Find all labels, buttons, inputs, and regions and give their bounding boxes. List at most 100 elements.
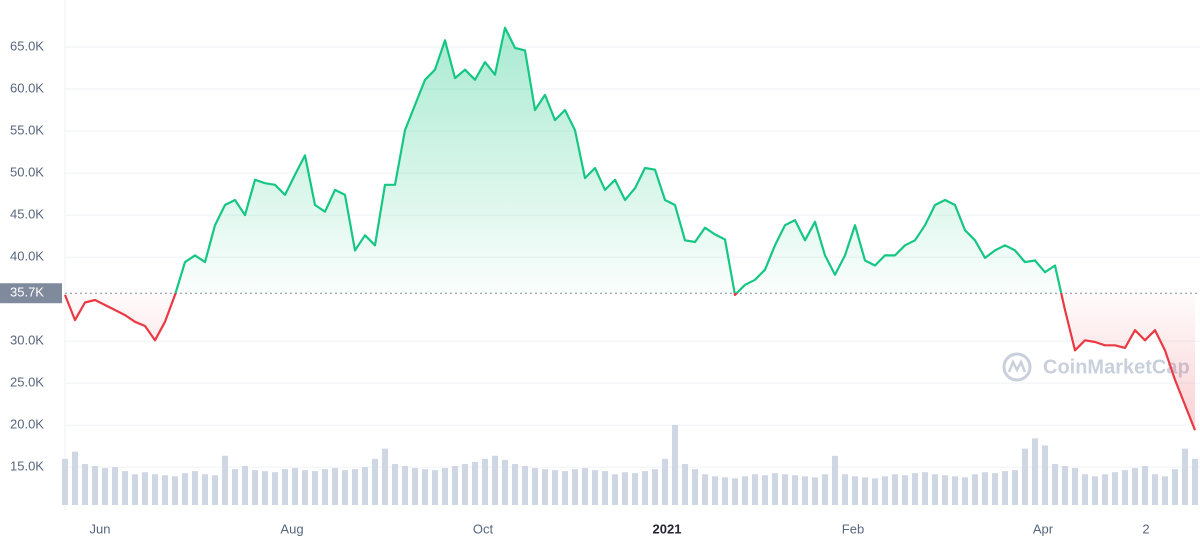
volume-bar: [782, 474, 788, 505]
volume-bar: [1052, 463, 1058, 505]
volume-bar: [432, 470, 438, 505]
volume-bar: [472, 461, 478, 505]
volume-bar: [62, 458, 68, 505]
volume-bar: [122, 471, 128, 505]
volume-bar: [442, 468, 448, 505]
volume-bar: [492, 455, 498, 505]
volume-bar: [712, 476, 718, 505]
watermark-logo: [1002, 352, 1032, 382]
volume-bar: [242, 466, 248, 505]
volume-bar: [332, 468, 338, 505]
volume-bar: [1062, 466, 1068, 505]
volume-bar: [1112, 472, 1118, 505]
watermark-text: CoinMarketCap: [1043, 356, 1190, 378]
x-tick-label: Aug: [280, 521, 303, 536]
volume-bar: [952, 476, 958, 505]
volume-bar: [282, 469, 288, 505]
volume-bar: [312, 471, 318, 505]
x-tick-label: 2: [1142, 521, 1149, 536]
volume-bar: [142, 472, 148, 505]
volume-bar: [1022, 448, 1028, 505]
volume-bar: [702, 474, 708, 505]
volume-bar: [102, 468, 108, 505]
watermark-logo-mark: [1007, 358, 1027, 373]
x-tick-label: Apr: [1033, 521, 1054, 536]
area: [65, 27, 1195, 431]
volume-bar: [722, 477, 728, 505]
volume-bar: [182, 473, 188, 505]
volume-bar: [1102, 474, 1108, 505]
volume-bar: [842, 474, 848, 505]
volume-bar: [1082, 474, 1088, 505]
volume-bar: [772, 473, 778, 505]
volume-bar: [1142, 466, 1148, 505]
volume-bar: [1092, 476, 1098, 505]
y-tick-label: 65.0K: [10, 38, 44, 53]
volume-bar: [1192, 458, 1198, 505]
x-tick-label: Feb: [842, 521, 864, 536]
volume-bar: [422, 469, 428, 505]
y-tick-label: 30.0K: [10, 333, 44, 348]
volume-bar: [232, 469, 238, 505]
volume-bar: [582, 468, 588, 505]
volume-bar: [412, 468, 418, 505]
x-tick-label: 2021: [653, 521, 682, 536]
volume-bar: [202, 474, 208, 505]
volume-bar: [872, 478, 878, 505]
volume-bar: [462, 463, 468, 505]
volume-bar: [222, 455, 228, 505]
volume-bar: [322, 469, 328, 505]
volume-bar: [352, 469, 358, 505]
volume-bar: [972, 474, 978, 505]
volume-bar: [532, 468, 538, 505]
volume-bar: [512, 463, 518, 505]
volume-bar: [392, 463, 398, 505]
y-tick-label: 20.0K: [10, 417, 44, 432]
volume-bar: [762, 475, 768, 505]
volume-bar: [132, 474, 138, 505]
volume-bar: [862, 477, 868, 505]
y-tick-label: 45.0K: [10, 207, 44, 222]
volume-bar: [192, 471, 198, 505]
volume-bar: [82, 463, 88, 505]
volume-bar: [572, 469, 578, 505]
y-tick-label: 55.0K: [10, 122, 44, 137]
volume-bar: [1172, 469, 1178, 505]
x-tick-label: Jun: [90, 521, 111, 536]
volume-bar: [542, 469, 548, 505]
volume-bar: [612, 474, 618, 505]
volume-bar: [1122, 470, 1128, 505]
volume-bar: [92, 466, 98, 505]
y-tick-label: 50.0K: [10, 165, 44, 180]
volume-bar: [672, 425, 678, 505]
volume-bar: [832, 455, 838, 505]
volume-bar: [1002, 471, 1008, 505]
volume-bar: [552, 470, 558, 505]
volume-bar: [342, 470, 348, 505]
volume-bar: [1032, 438, 1038, 505]
volume-bar: [252, 470, 258, 505]
volume-bar: [942, 475, 948, 505]
volume-bar: [732, 478, 738, 505]
volume-bar: [162, 475, 168, 505]
volume-bar: [742, 476, 748, 505]
volume-bar: [1152, 474, 1158, 505]
volume-bar: [302, 470, 308, 505]
volume-bar: [1132, 468, 1138, 505]
volume-bar: [1162, 476, 1168, 505]
volume-bar: [992, 473, 998, 505]
volume-bar: [452, 466, 458, 505]
volume-bar: [932, 474, 938, 505]
y-tick-label: 60.0K: [10, 80, 44, 95]
volume-bar: [272, 472, 278, 505]
volume-bar: [902, 475, 908, 505]
volume-bar: [72, 451, 78, 505]
volume-bar: [982, 472, 988, 505]
volume-bar: [562, 471, 568, 505]
y-tick-label: 15.0K: [10, 459, 44, 474]
volume-bar: [632, 473, 638, 505]
volume-bar: [1042, 445, 1048, 505]
volume-bar: [212, 475, 218, 505]
y-tick-label: 25.0K: [10, 375, 44, 390]
